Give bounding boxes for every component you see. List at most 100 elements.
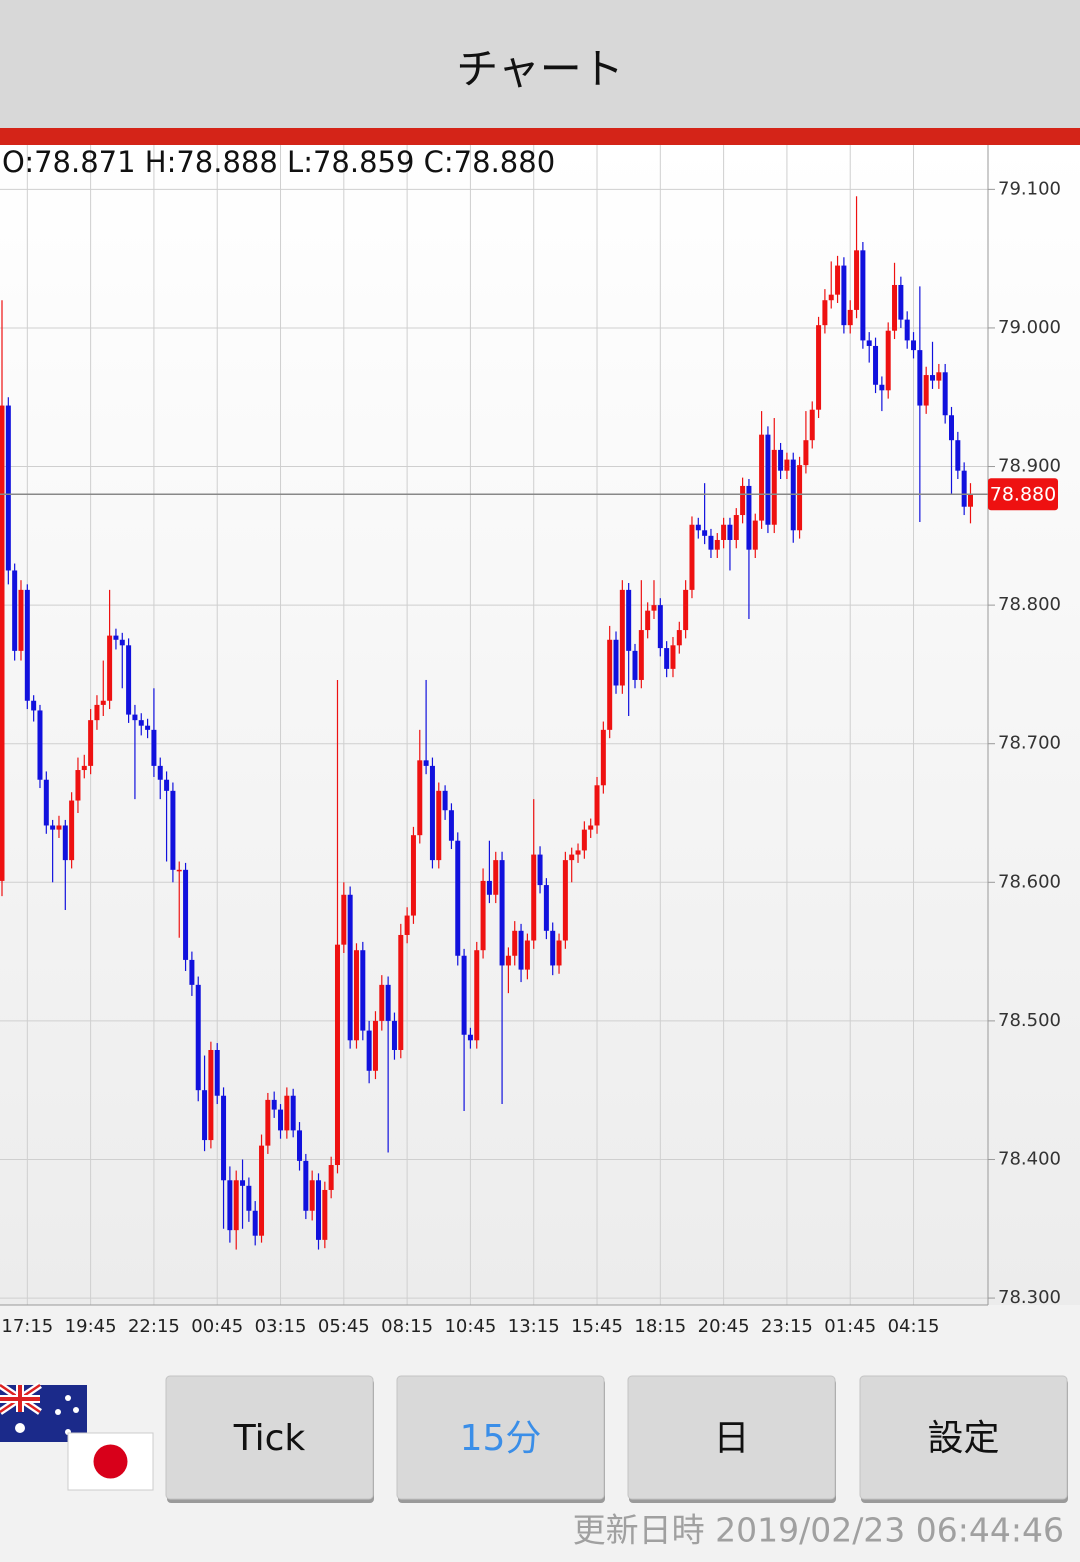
button-face[interactable] bbox=[165, 1375, 374, 1500]
candle-body bbox=[157, 765, 163, 780]
button-label[interactable]: 15分 bbox=[460, 1418, 542, 1459]
candle-body bbox=[835, 265, 841, 295]
y-tick-label: 78.600 bbox=[998, 871, 1061, 892]
candle-body bbox=[518, 930, 524, 970]
candle-body bbox=[841, 265, 847, 326]
candle-body bbox=[505, 955, 511, 966]
candle-body bbox=[708, 535, 714, 550]
candle-body bbox=[594, 785, 600, 826]
ohlc-readout: O:78.871 H:78.888 L:78.859 C:78.880 bbox=[2, 145, 555, 179]
candle-body bbox=[119, 639, 125, 646]
candle-body bbox=[417, 760, 423, 836]
candle-body bbox=[657, 605, 663, 649]
candle-body bbox=[961, 470, 967, 507]
candle-body bbox=[778, 449, 784, 471]
y-tick-label: 78.400 bbox=[998, 1148, 1061, 1169]
candle-body bbox=[455, 840, 461, 956]
update-time: 更新日時 2019/02/23 06:44:46 bbox=[573, 1511, 1064, 1550]
candle-body bbox=[892, 284, 898, 331]
button-label[interactable]: 設定 bbox=[927, 1418, 999, 1459]
candle-body bbox=[448, 810, 454, 841]
candle-body bbox=[588, 825, 594, 830]
candle-body bbox=[170, 790, 176, 870]
button[interactable]: 設定 bbox=[859, 1375, 1068, 1503]
candle-body bbox=[442, 790, 448, 811]
candle-body bbox=[879, 384, 885, 391]
candle-body bbox=[759, 434, 765, 521]
candle-body bbox=[493, 860, 499, 895]
candle-body bbox=[43, 779, 49, 826]
button[interactable]: 15分 bbox=[396, 1375, 605, 1503]
y-tick-label: 79.000 bbox=[998, 317, 1061, 338]
candle-body bbox=[860, 250, 866, 341]
button-face[interactable] bbox=[859, 1375, 1068, 1500]
candle-body bbox=[936, 372, 942, 381]
button-face[interactable] bbox=[396, 1375, 605, 1500]
candle-body bbox=[474, 950, 480, 1041]
candle-body bbox=[202, 1090, 208, 1141]
x-tick-label: 01:45 bbox=[824, 1316, 876, 1337]
candle-body bbox=[670, 645, 676, 669]
candle-body bbox=[145, 725, 151, 730]
button-label[interactable]: 日 bbox=[713, 1418, 749, 1459]
candle-body bbox=[721, 524, 727, 540]
candle-body bbox=[233, 1180, 239, 1231]
candle-body bbox=[847, 309, 853, 326]
candle-body bbox=[714, 539, 720, 550]
candle-body bbox=[822, 300, 828, 326]
candle-body bbox=[436, 790, 442, 861]
y-tick-label: 79.100 bbox=[998, 178, 1061, 199]
candle-body bbox=[189, 959, 195, 985]
candle-body bbox=[695, 524, 701, 531]
candle-body bbox=[208, 1049, 214, 1141]
candle-body bbox=[385, 984, 391, 1021]
candle-body bbox=[56, 825, 62, 830]
candle-body bbox=[746, 485, 752, 550]
candle-body bbox=[562, 860, 568, 941]
candle-body bbox=[499, 860, 505, 966]
button[interactable]: Tick bbox=[165, 1375, 374, 1503]
candle-body bbox=[740, 485, 746, 516]
candle-body bbox=[917, 350, 923, 406]
candle-body bbox=[126, 645, 132, 715]
y-tick-label: 78.800 bbox=[998, 594, 1061, 615]
candle-body bbox=[334, 944, 340, 1166]
candle-body bbox=[676, 630, 682, 646]
candle-body bbox=[164, 779, 170, 791]
x-tick-label: 10:45 bbox=[444, 1316, 496, 1337]
candle-body bbox=[391, 1020, 397, 1050]
button-face[interactable] bbox=[627, 1375, 836, 1500]
candle-body bbox=[689, 524, 695, 590]
candle-body bbox=[252, 1210, 258, 1236]
y-tick-label: 78.700 bbox=[998, 733, 1061, 754]
candle-body bbox=[512, 930, 518, 956]
candle-body bbox=[828, 294, 834, 301]
candle-body bbox=[221, 1095, 227, 1181]
candle-body bbox=[24, 589, 30, 701]
candle-body bbox=[486, 880, 492, 895]
candle-body bbox=[702, 530, 708, 536]
candle-body bbox=[797, 465, 803, 531]
candle-body bbox=[100, 700, 106, 705]
candle-body bbox=[322, 1189, 328, 1240]
candle-body bbox=[765, 434, 771, 525]
flag-japan bbox=[67, 1432, 154, 1491]
candle-body bbox=[410, 835, 416, 916]
candle-body bbox=[94, 704, 100, 721]
candle-body bbox=[353, 950, 359, 1041]
candle-body bbox=[278, 1109, 284, 1131]
candle-body bbox=[556, 940, 562, 966]
candle-body bbox=[638, 630, 644, 680]
candle-body bbox=[366, 1030, 372, 1071]
candle-body bbox=[904, 319, 910, 341]
last-price-box bbox=[988, 478, 1058, 511]
candle-body bbox=[423, 760, 429, 766]
button[interactable]: 日 bbox=[627, 1375, 836, 1503]
candle-body bbox=[176, 869, 182, 872]
candle-body bbox=[854, 250, 860, 310]
button-label[interactable]: Tick bbox=[233, 1418, 306, 1459]
candle-body bbox=[575, 850, 581, 855]
header-title: チャート bbox=[456, 45, 624, 94]
candle-body bbox=[467, 1034, 473, 1041]
candle-body bbox=[259, 1145, 265, 1236]
